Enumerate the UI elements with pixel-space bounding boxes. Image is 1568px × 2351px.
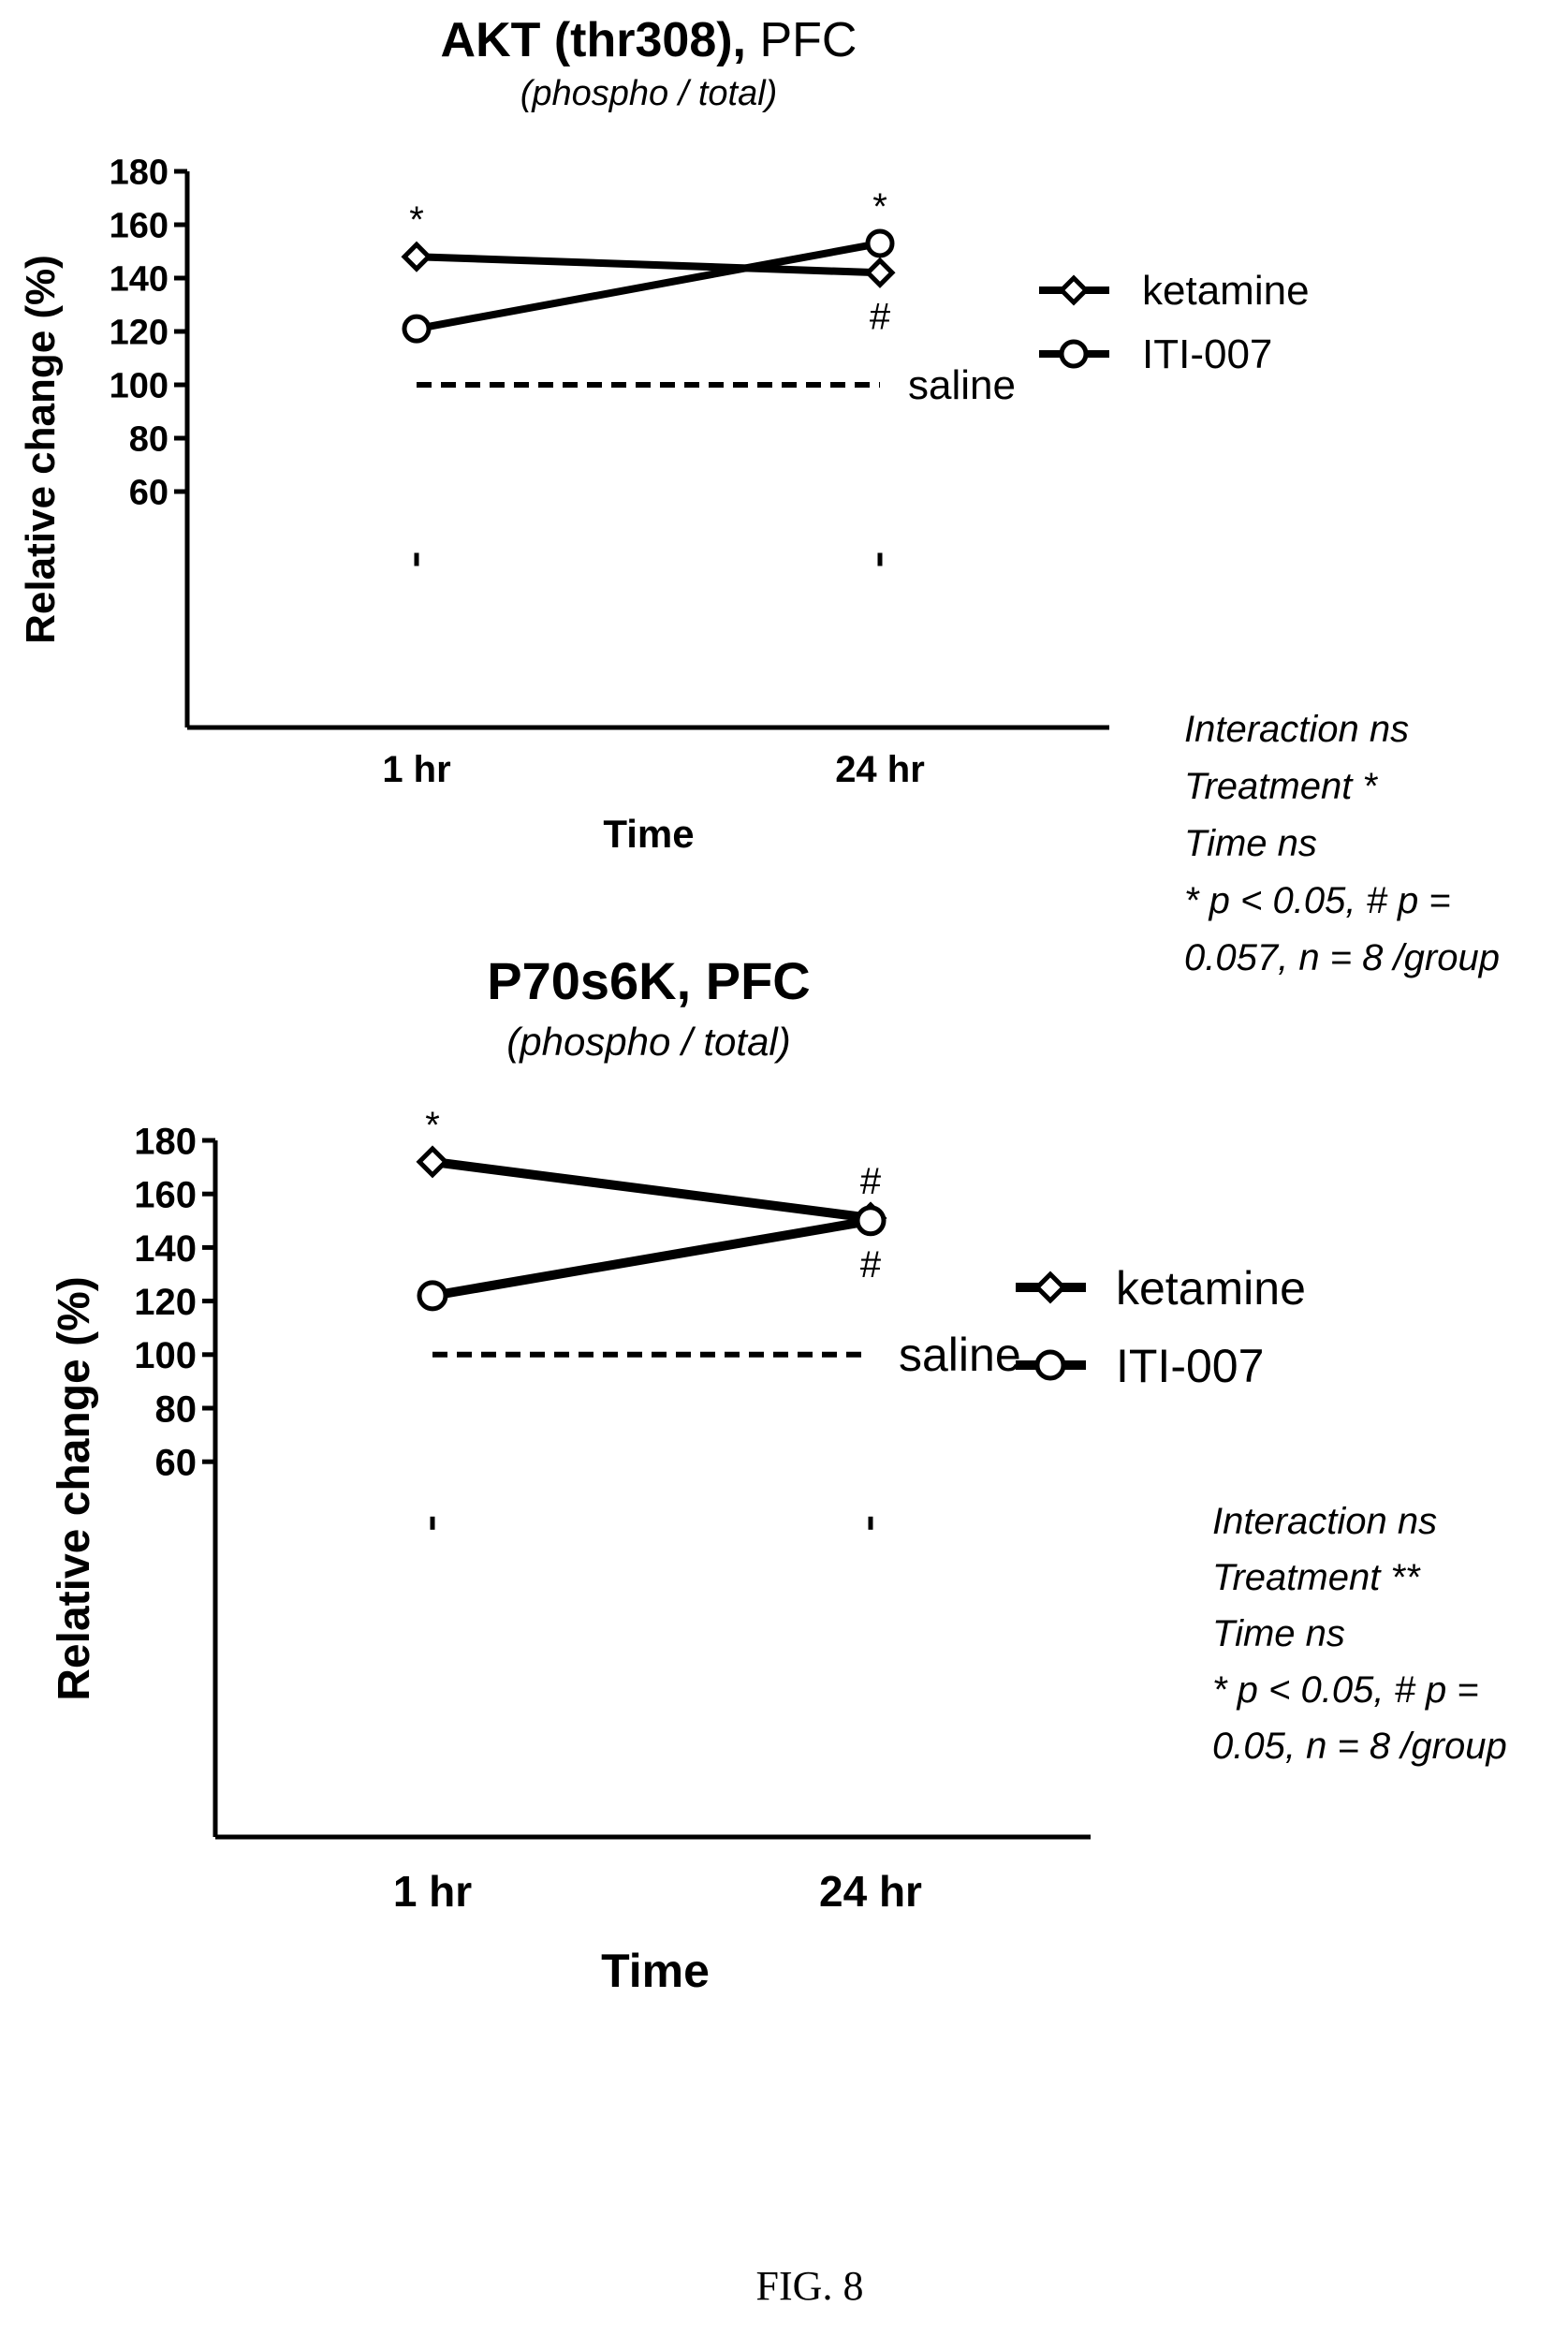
- series-line-ketamine: [416, 253, 881, 277]
- series-line-ketamine: [432, 1156, 872, 1223]
- y-tick-label: 120: [110, 314, 169, 353]
- data-point-ketamine: [416, 1145, 449, 1179]
- legend-label-ketamine: ketamine: [1116, 1262, 1306, 1315]
- y-tick-label: 180: [134, 1121, 197, 1162]
- stats-line: 0.05, n = 8 /group: [1212, 1726, 1507, 1767]
- data-point-ketamine: [864, 257, 896, 288]
- data-point-iti007: [855, 1205, 887, 1237]
- x-axis-title: Time: [601, 1945, 710, 1997]
- y-tick-label: 160: [134, 1175, 197, 1216]
- y-ticks: 60 80 100 120 140 160 180: [134, 1121, 215, 1484]
- stats-line: Time ns: [1184, 823, 1317, 864]
- significance-annotation: *: [425, 1105, 440, 1146]
- data-point-iti007: [865, 228, 895, 258]
- y-tick-label: 80: [155, 1389, 198, 1430]
- figure-caption: FIG. 8: [756, 2263, 864, 2309]
- y-tick-label: 180: [110, 154, 169, 193]
- y-tick-label: 60: [155, 1443, 198, 1484]
- legend-diamond-icon: [1058, 274, 1090, 306]
- chart-title: AKT (thr308), PFC: [441, 13, 857, 67]
- x-tick-label: 24 hr: [819, 1867, 922, 1916]
- significance-annotation: #: [870, 296, 891, 337]
- saline-label: saline: [908, 362, 1016, 408]
- data-point-iti007: [417, 1280, 448, 1312]
- x-ticks: 1 hr 24 hr: [382, 552, 925, 790]
- data-point-ketamine: [401, 241, 432, 272]
- stats-line: Interaction ns: [1184, 709, 1409, 750]
- chart-title-rest: PFC: [746, 13, 857, 67]
- stats-line: Interaction ns: [1212, 1501, 1437, 1542]
- y-tick-label: 160: [110, 207, 169, 246]
- plot-area: * # *: [401, 186, 896, 344]
- series-line-iti007: [432, 1215, 872, 1300]
- significance-annotation: #: [860, 1161, 882, 1202]
- y-tick-label: 140: [110, 260, 169, 300]
- legend-label-iti007: ITI-007: [1142, 331, 1272, 377]
- significance-annotation: *: [872, 186, 887, 228]
- x-axis-title: Time: [603, 812, 694, 856]
- stats-line: Time ns: [1212, 1613, 1345, 1654]
- y-tick-label: 100: [110, 367, 169, 406]
- series-line-iti007: [416, 240, 881, 333]
- stats-block: Interaction ns Treatment * Time ns * p <…: [1184, 709, 1500, 978]
- x-tick-label: 24 hr: [835, 749, 925, 790]
- y-tick-label: 80: [129, 420, 169, 460]
- chart-subtitle: (phospho / total): [520, 74, 778, 113]
- chart-subtitle: (phospho / total): [506, 1020, 791, 1064]
- y-tick-label: 140: [134, 1228, 197, 1270]
- x-tick-label: 1 hr: [382, 749, 450, 790]
- legend-label-iti007: ITI-007: [1116, 1340, 1264, 1392]
- stats-line: * p < 0.05, # p =: [1184, 880, 1451, 921]
- stats-line: * p < 0.05, # p =: [1212, 1669, 1479, 1711]
- y-axis-title: Relative change (%): [18, 255, 64, 644]
- legend-circle-icon: [1059, 339, 1089, 369]
- stats-line: Treatment *: [1184, 766, 1378, 807]
- legend-diamond-icon: [1033, 1271, 1067, 1304]
- stats-line: Treatment **: [1212, 1557, 1421, 1598]
- plot-area: * # #: [416, 1105, 887, 1312]
- x-ticks: 1 hr 24 hr: [393, 1516, 922, 1916]
- chart-p70s6k: P70s6K, PFC (phospho / total) 60 80 100 120…: [50, 951, 1507, 1997]
- x-tick-label: 1 hr: [393, 1867, 472, 1916]
- chart-title-bold: AKT (thr308),: [441, 13, 746, 67]
- y-tick-label: 60: [129, 474, 169, 513]
- legend-circle-icon: [1034, 1349, 1066, 1381]
- data-point-iti007: [402, 314, 432, 344]
- stats-block: Interaction ns Treatment ** Time ns * p …: [1212, 1501, 1507, 1767]
- significance-annotation: *: [409, 199, 424, 241]
- stats-line: 0.057, n = 8 /group: [1184, 937, 1500, 978]
- chart-akt: AKT (thr308), PFC (phospho / total) 60 80…: [18, 13, 1500, 978]
- significance-annotation: #: [860, 1244, 882, 1286]
- y-ticks: 60 80 100 120 140 160 180: [110, 154, 187, 513]
- legend-label-ketamine: ketamine: [1142, 268, 1310, 314]
- y-tick-label: 120: [134, 1282, 197, 1323]
- saline-label: saline: [899, 1329, 1021, 1381]
- y-tick-label: 100: [134, 1335, 197, 1376]
- y-axis-title: Relative change (%): [50, 1276, 99, 1700]
- legend: ketamine ITI-007: [1016, 1262, 1306, 1392]
- legend: ketamine ITI-007: [1039, 268, 1310, 377]
- chart-title: P70s6K, PFC: [487, 951, 811, 1010]
